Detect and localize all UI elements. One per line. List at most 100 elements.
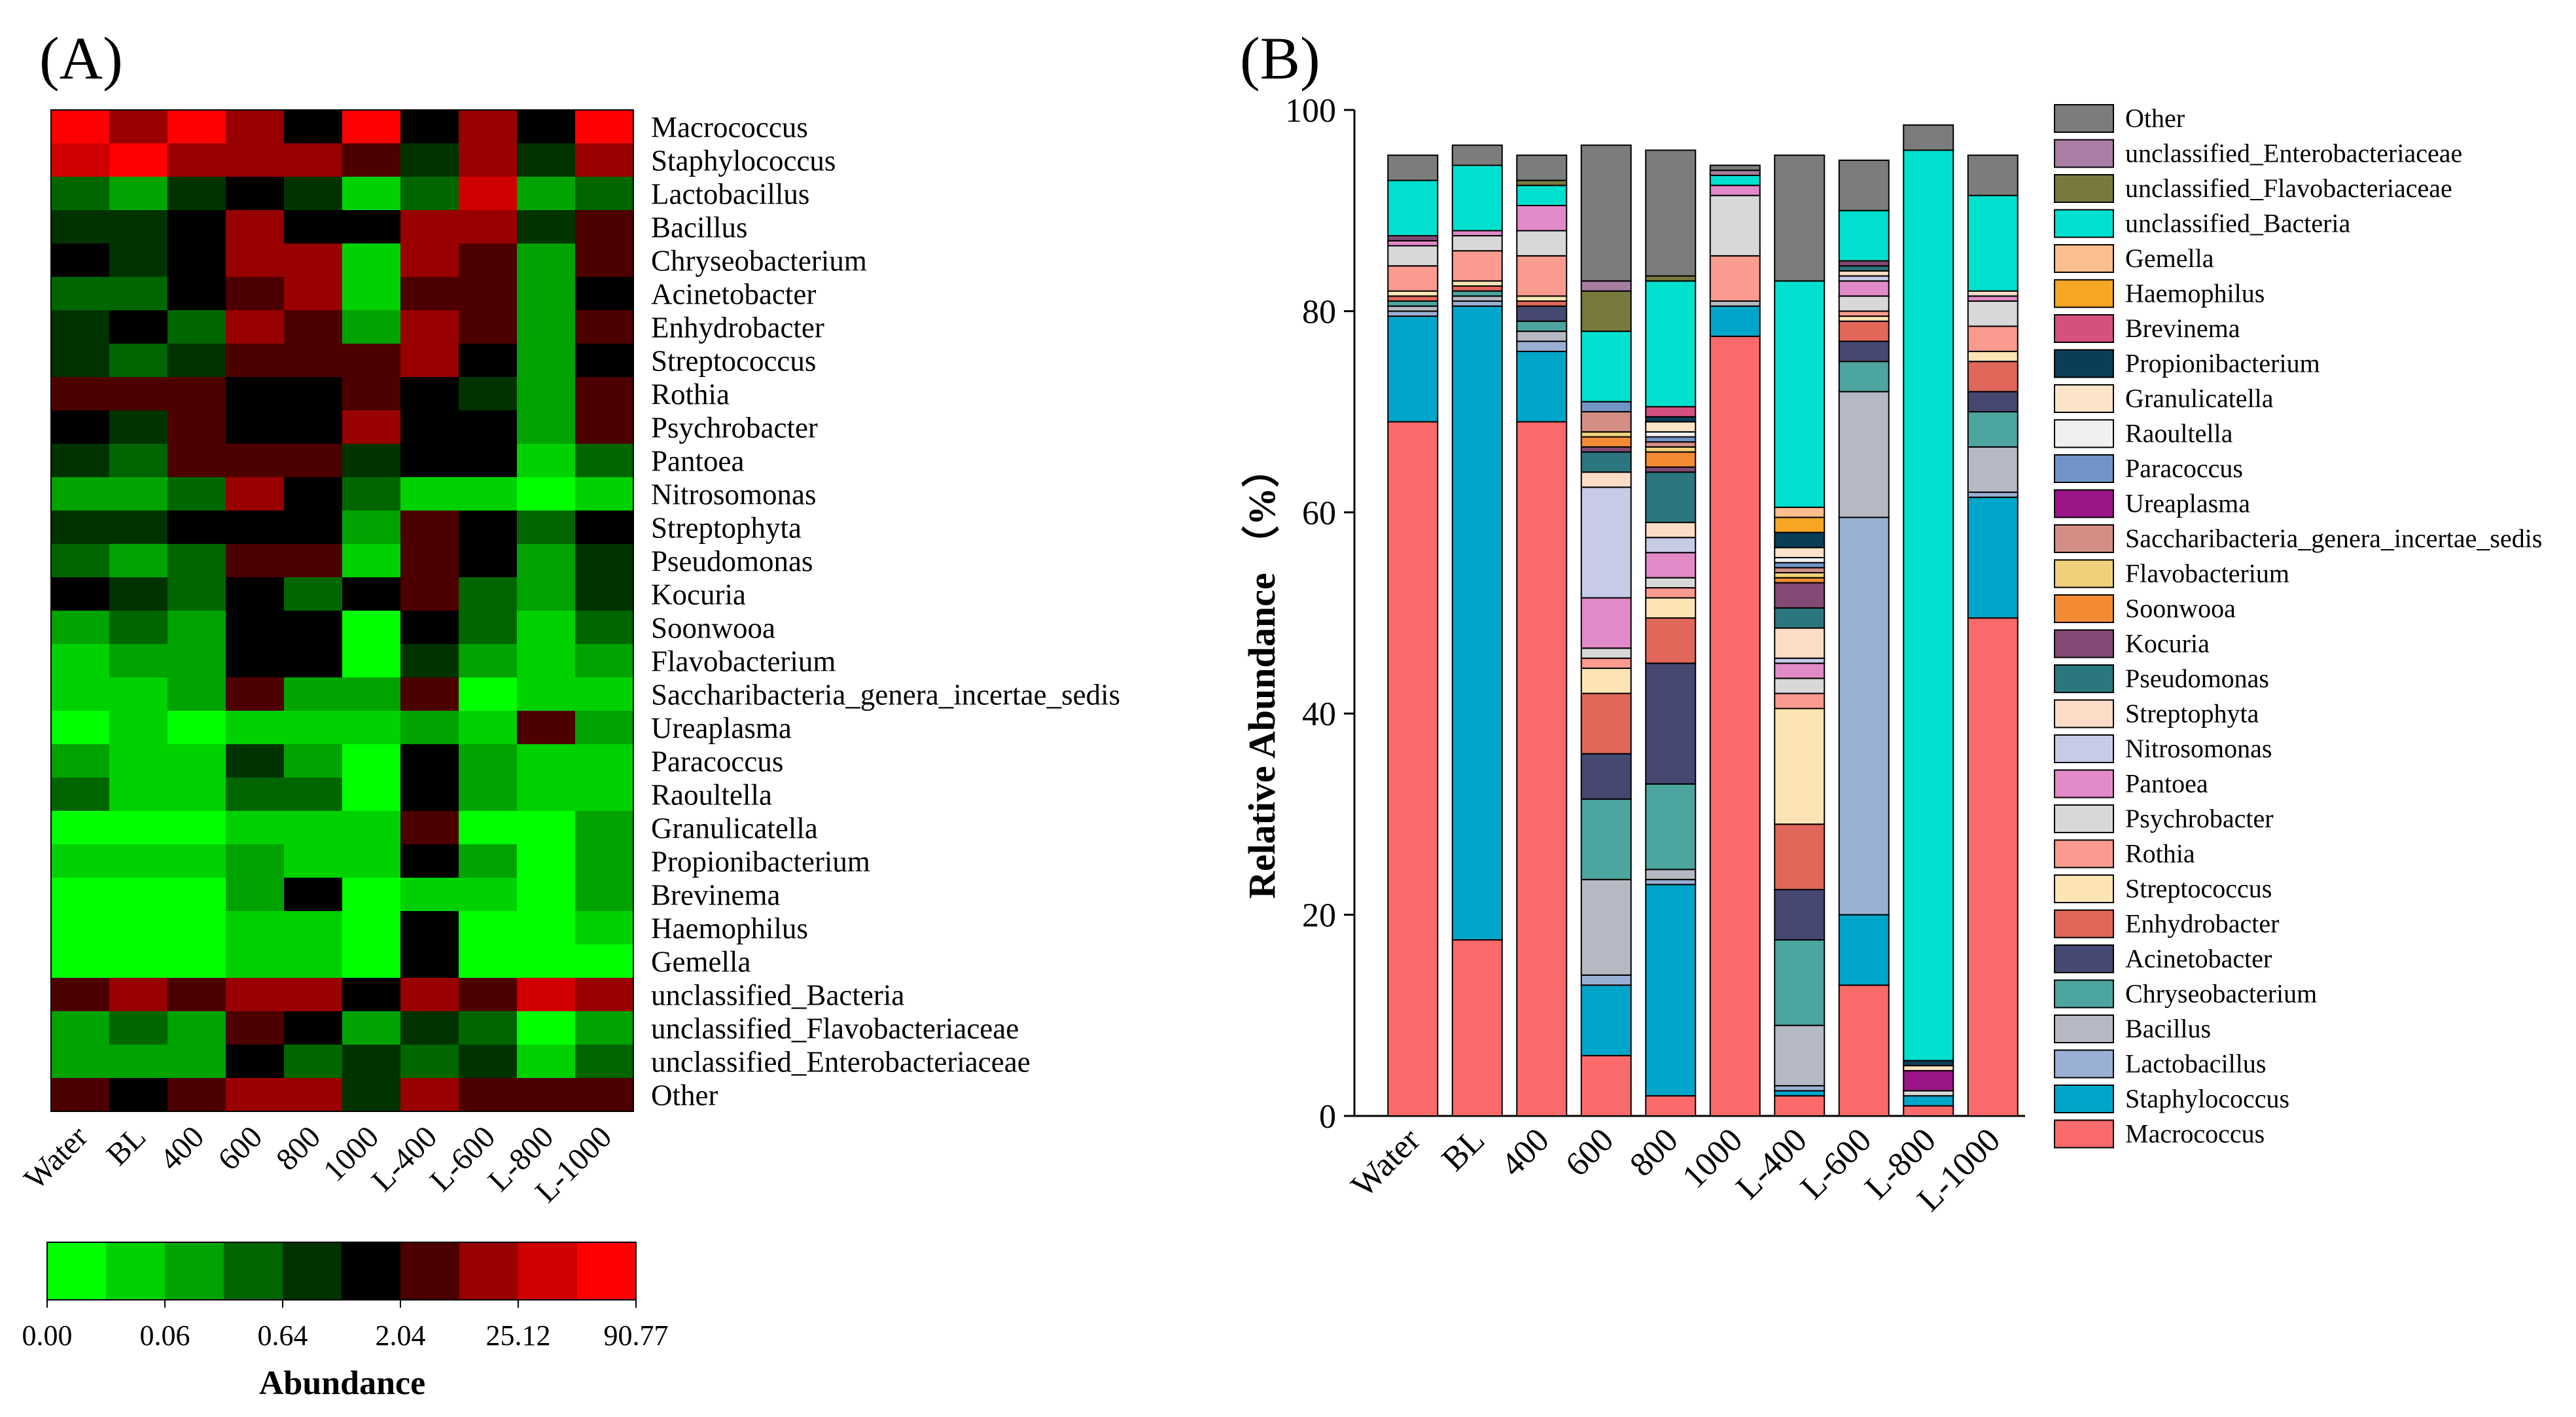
bar-segment <box>1516 331 1568 342</box>
heatmap-cell <box>51 744 110 778</box>
legend-label: Brevinema <box>2125 314 2240 343</box>
heatmap-cell <box>459 577 518 611</box>
panel-label-a: (A) <box>39 25 123 92</box>
bar-segment <box>1774 507 1826 518</box>
heatmap-cell <box>168 878 226 912</box>
heatmap-row-label: Gemella <box>651 946 750 978</box>
bar-segment <box>1967 361 2019 393</box>
bar-segment <box>1580 486 1632 599</box>
heatmap-cell <box>284 611 343 645</box>
heatmap-cell <box>342 544 401 578</box>
heatmap-cell <box>342 811 401 845</box>
bar-segment <box>1903 1060 1954 1067</box>
heatmap-cell <box>168 511 226 545</box>
heatmap-row-label: Staphylococcus <box>651 145 836 177</box>
heatmap-cell <box>168 711 226 745</box>
legend-swatch <box>2054 664 2114 693</box>
color-scale-swatch <box>459 1242 519 1300</box>
legend-label: Ureaplasma <box>2125 489 2250 518</box>
bar-segment <box>1580 878 1632 976</box>
heatmap-cell <box>459 277 518 311</box>
heatmap-cell <box>342 310 401 344</box>
heatmap-row-label: Raoultella <box>651 779 772 812</box>
bar-segment <box>1838 280 1890 297</box>
heatmap-cell <box>575 143 634 177</box>
heatmap-cell <box>168 310 226 344</box>
heatmap-cell <box>400 811 459 845</box>
bar-segment <box>1967 295 2019 302</box>
bar-segment <box>1903 124 1954 151</box>
bar-segment <box>1580 290 1632 332</box>
bar-segment <box>1645 446 1697 453</box>
heatmap-cell <box>284 911 343 945</box>
heatmap-row-label: unclassified_Flavobacteriaceae <box>651 1013 1019 1045</box>
bar-segment <box>1774 627 1826 659</box>
heatmap-cell <box>226 110 285 144</box>
heatmap-cell <box>168 243 226 278</box>
heatmap-cell <box>459 711 518 745</box>
bar-segment <box>1516 185 1568 207</box>
bar-segment <box>1774 657 1826 664</box>
heatmap-cell <box>284 711 343 745</box>
x-tick-label: 600 <box>1559 1121 1621 1183</box>
heatmap: MacrococcusStaphylococcusLactobacillusBa… <box>18 109 1120 1210</box>
bar-segment <box>1645 662 1697 785</box>
heatmap-cell <box>168 277 226 311</box>
heatmap-cell <box>109 444 168 478</box>
heatmap-cell <box>168 110 226 144</box>
legend-swatch <box>2054 1014 2114 1043</box>
x-tick-label: 400 <box>1494 1121 1556 1183</box>
legend-label: unclassified_Bacteria <box>2125 209 2351 238</box>
heatmap-cell <box>342 978 401 1012</box>
heatmap-cell <box>109 844 168 878</box>
heatmap-column-label: 600 <box>211 1119 269 1177</box>
heatmap-cell <box>400 110 459 144</box>
heatmap-row-label: Kocuria <box>651 579 746 611</box>
bar-segment <box>1774 567 1826 574</box>
heatmap-cell <box>400 210 459 244</box>
heatmap-cell <box>284 744 343 778</box>
bar-segment <box>1709 300 1761 307</box>
bar-segment <box>1387 265 1439 292</box>
bar-segment <box>1645 783 1697 870</box>
heatmap-cell <box>226 143 285 177</box>
bar-segment <box>1645 522 1697 539</box>
heatmap-cell <box>109 778 168 812</box>
bar-segment <box>1516 179 1568 187</box>
bar-segment <box>1967 350 2019 363</box>
bar-segment <box>1838 260 1890 267</box>
legend-label: Pseudomonas <box>2125 664 2269 693</box>
legend-label: Psychrobacter <box>2125 804 2274 833</box>
heatmap-color-legend: Abundance 0.00 0.06 0.64 2.04 25.12 90.77 <box>22 1242 669 1402</box>
heatmap-cell <box>575 944 634 978</box>
heatmap-cell <box>517 911 576 945</box>
heatmap-cell <box>342 344 401 378</box>
heatmap-cell <box>517 944 576 978</box>
legend-swatch <box>2054 874 2114 903</box>
heatmap-cell <box>284 1078 343 1112</box>
bar-segment <box>1838 361 1890 393</box>
bar-segment <box>1645 275 1697 282</box>
heatmap-cell <box>109 410 168 444</box>
heatmap-cell <box>109 611 168 645</box>
legend-label: Gemella <box>2125 243 2214 273</box>
heatmap-cell <box>400 577 459 611</box>
heatmap-cell <box>226 511 285 545</box>
bar-segment <box>1838 320 1890 342</box>
legend-label: Bacillus <box>2125 1014 2211 1043</box>
heatmap-cell <box>517 844 576 878</box>
heatmap-cell <box>575 1011 634 1045</box>
color-scale-swatch <box>342 1242 401 1300</box>
heatmap-cell <box>459 644 518 678</box>
bar-segment <box>1774 562 1826 569</box>
color-scale-swatch <box>577 1242 637 1300</box>
heatmap-cell <box>109 210 168 244</box>
heatmap-row-label: Rothia <box>651 378 730 411</box>
bar-segment <box>1580 471 1632 488</box>
heatmap-cell <box>517 811 576 845</box>
bar-segment <box>1967 391 2019 413</box>
legend-label: Kocuria <box>2125 629 2210 658</box>
legend-swatch <box>2054 1085 2114 1113</box>
heatmap-cell <box>51 711 110 745</box>
x-tick-label: L-600 <box>1793 1121 1879 1206</box>
